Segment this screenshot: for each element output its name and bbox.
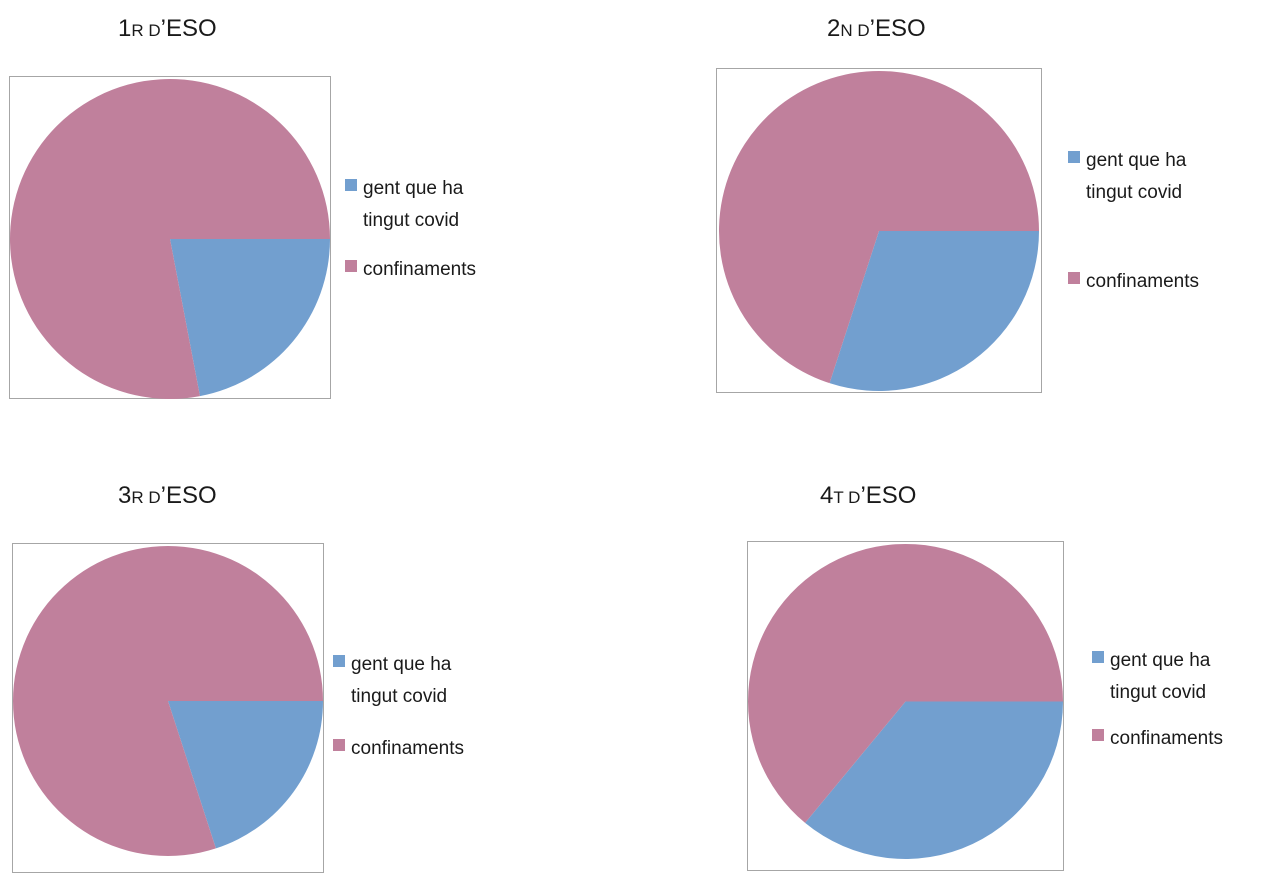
pie-slice-covid — [805, 701, 1063, 859]
chart-4-pie — [748, 544, 1063, 859]
pie-slice-covid — [168, 701, 323, 849]
legend-label-covid: gent que ha tingut covid — [363, 178, 464, 231]
chart-1-pie — [10, 78, 331, 399]
chart-4-title: 4T D’ESO — [820, 482, 917, 509]
chart-3-pie — [12, 546, 323, 856]
legend-label-confinaments: confinaments — [363, 259, 477, 280]
legend-label-confinaments: confinaments — [1086, 271, 1200, 292]
legend-swatch-covid — [1068, 151, 1080, 163]
legend-label-covid: gent que ha tingut covid — [351, 654, 452, 707]
legend-swatch-confinaments — [345, 260, 357, 272]
pie-slice-confinaments — [12, 546, 323, 856]
pie-slice-covid — [829, 231, 1039, 391]
chart-2-pie — [719, 71, 1039, 391]
legend-swatch-confinaments — [333, 739, 345, 751]
legend-label-covid: gent que ha tingut covid — [1110, 650, 1211, 703]
pie-slice-confinaments — [719, 71, 1039, 384]
pie-slice-confinaments — [10, 78, 331, 399]
legend-label-confinaments: confinaments — [351, 738, 465, 759]
chart-2-title: 2N D’ESO — [827, 15, 926, 42]
pie-slice-covid — [170, 239, 330, 397]
legend-label-confinaments: confinaments — [1110, 728, 1224, 749]
chart-3-title: 3R D’ESO — [118, 482, 217, 509]
legend-swatch-covid — [333, 655, 345, 667]
legend-swatch-confinaments — [1092, 729, 1104, 741]
legend-label-covid: gent que ha tingut covid — [1086, 150, 1187, 203]
legend-swatch-confinaments — [1068, 272, 1080, 284]
chart-1-title: 1R D’ESO — [118, 15, 217, 42]
pie-slice-confinaments — [748, 544, 1063, 823]
legend-swatch-covid — [1092, 651, 1104, 663]
legend-swatch-covid — [345, 179, 357, 191]
